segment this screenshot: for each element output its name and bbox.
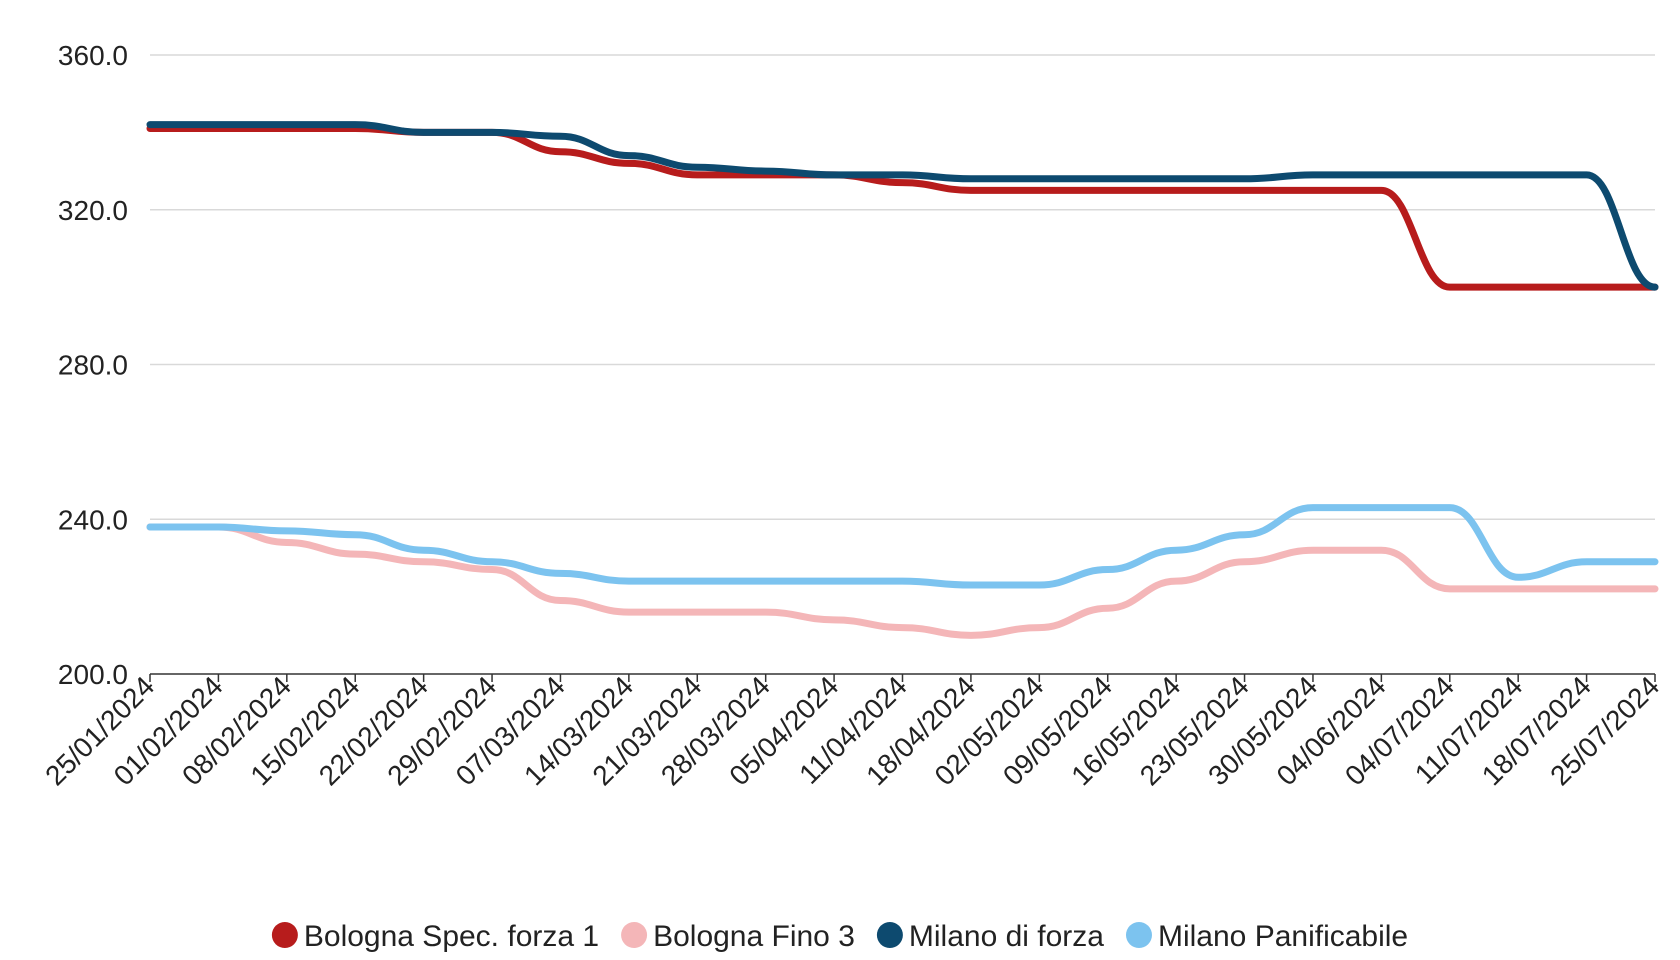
series-line-1	[146, 523, 1659, 639]
y-tick-label: 320.0	[58, 195, 128, 226]
legend-item: Bologna Fino 3	[621, 920, 855, 953]
y-axis-tick-labels: 200.0 240.0 280.0 320.0 360.0	[58, 40, 128, 690]
legend: Bologna Spec. forza 1 Bologna Fino 3 Milan…	[271, 920, 1408, 953]
gridlines	[150, 54, 1655, 520]
series-line-2	[146, 121, 1659, 291]
legend-label: Milano di forza	[909, 920, 1104, 953]
legend-label: Bologna Spec. forza 1	[304, 920, 599, 953]
y-tick-label: 280.0	[58, 350, 128, 381]
x-axis-tick-labels: 25/01/202401/02/202408/02/202415/02/2024…	[39, 670, 1665, 791]
x-axis	[149, 673, 1656, 682]
legend-item: Bologna Spec. forza 1	[271, 920, 599, 953]
y-tick-label: 200.0	[58, 659, 128, 690]
series-lines	[146, 121, 1659, 639]
legend-marker	[271, 922, 298, 948]
legend-marker	[621, 922, 648, 948]
legend-label: Milano Panificabile	[1158, 920, 1408, 953]
legend-label: Bologna Fino 3	[653, 920, 855, 953]
legend-marker	[876, 922, 903, 948]
y-tick-label: 360.0	[58, 40, 128, 71]
y-tick-label: 240.0	[58, 504, 128, 535]
legend-item: Milano di forza	[876, 920, 1104, 953]
legend-item: Milano Panificabile	[1125, 920, 1408, 953]
series-line-3	[146, 504, 1659, 589]
legend-marker	[1125, 922, 1152, 948]
series-line-0	[146, 125, 1659, 291]
